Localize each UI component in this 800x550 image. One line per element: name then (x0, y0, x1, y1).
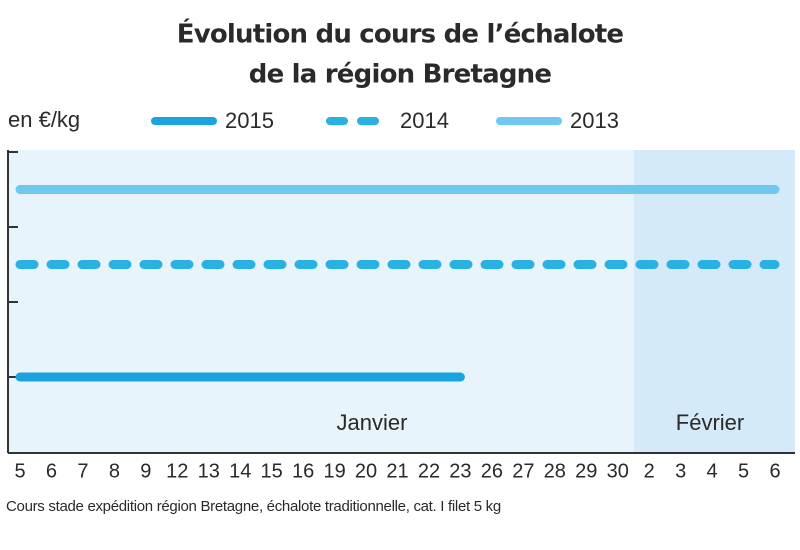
x-tick-label: 29 (575, 460, 597, 482)
chart-title: de la région Bretagne (249, 60, 552, 90)
x-tick-label: 15 (261, 460, 283, 482)
x-tick-label: 20 (355, 460, 377, 482)
x-tick-label: 3 (675, 460, 686, 482)
x-tick-label: 7 (77, 460, 88, 482)
x-tick-label: 26 (481, 460, 503, 482)
x-tick-label: 16 (292, 460, 314, 482)
month-label: Février (676, 410, 744, 435)
x-tick-label: 22 (418, 460, 440, 482)
x-tick-label: 9 (140, 460, 151, 482)
x-tick-label: 2 (644, 460, 655, 482)
x-tick-label: 19 (323, 460, 345, 482)
y-axis-label: en €/kg (8, 107, 80, 132)
x-tick-label: 27 (512, 460, 534, 482)
legend-label: 2014 (400, 108, 449, 133)
month-band (634, 150, 795, 453)
x-tick-label: 5 (14, 460, 25, 482)
x-tick-label: 23 (449, 460, 471, 482)
month-label: Janvier (337, 410, 408, 435)
x-tick-label: 8 (109, 460, 120, 482)
legend-label: 2015 (225, 108, 274, 133)
x-tick-label: 21 (386, 460, 408, 482)
x-tick-label: 28 (544, 460, 566, 482)
chart-title: Évolution du cours de l’échalote (177, 18, 624, 50)
x-tick-label: 6 (46, 460, 57, 482)
footnote: Cours stade expédition région Bretagne, … (6, 498, 501, 515)
x-tick-label: 13 (198, 460, 220, 482)
x-tick-label: 14 (229, 460, 251, 482)
x-tick-label: 5 (738, 460, 749, 482)
x-tick-label: 30 (607, 460, 629, 482)
legend-label: 2013 (570, 108, 619, 133)
x-tick-label: 12 (166, 460, 188, 482)
x-tick-label: 4 (707, 460, 718, 482)
x-tick-label: 6 (769, 460, 780, 482)
